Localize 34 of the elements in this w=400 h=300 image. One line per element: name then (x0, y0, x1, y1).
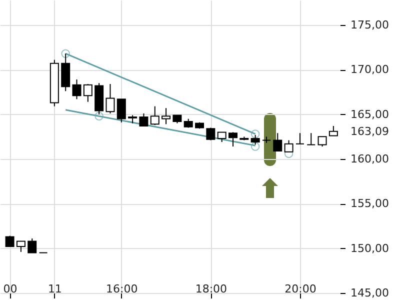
y-tick-label: 145,00 (350, 286, 389, 300)
candlestick (72, 79, 82, 100)
candlestick (328, 125, 338, 136)
candlestick (306, 132, 316, 146)
candlestick (150, 106, 160, 126)
y-tick-label: 155,00 (350, 197, 389, 210)
x-tick-label: 20:00 (284, 282, 316, 296)
candlestick (116, 98, 126, 123)
point (250, 130, 260, 138)
candlestick (16, 240, 26, 252)
candlestick (295, 132, 304, 144)
candlestick (162, 108, 171, 125)
y-tick-label: 163,09 (350, 124, 389, 138)
point (94, 112, 104, 120)
candlestick (206, 127, 216, 141)
y-tick-label: 150,00 (350, 242, 389, 255)
x-tick-label: 00 (3, 282, 18, 296)
point (61, 49, 70, 58)
candlestick (83, 83, 92, 102)
point (250, 142, 260, 151)
candlestick (318, 136, 327, 147)
x-tick-label: 16:00 (106, 282, 138, 296)
y-tick-label: 175,00 (350, 18, 389, 32)
y-tick-label: 165,00 (350, 108, 389, 121)
candlestick (217, 132, 226, 143)
candlestick (273, 132, 282, 152)
x-tick-label: 18:00 (195, 282, 228, 296)
x-tick-label: 11 (48, 282, 62, 296)
candlestick (139, 112, 148, 126)
y-tick-label: 170,00 (350, 63, 389, 76)
candlestick (106, 83, 115, 114)
candlestick (228, 132, 238, 147)
y-tick-label: 160,00 (350, 152, 389, 166)
candlestick (28, 238, 37, 254)
